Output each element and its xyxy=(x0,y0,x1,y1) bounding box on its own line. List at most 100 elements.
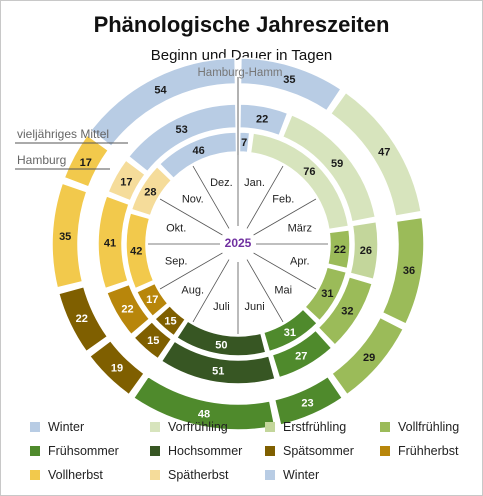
legend-label: Vorfrühling xyxy=(168,420,228,434)
month-label: Juni xyxy=(244,301,264,313)
rings: 35 47 36 29 23 48 19 22 35 17 54 7 76 22 31 31 50 15 17 42 2… xyxy=(51,57,425,431)
ring-segment xyxy=(133,320,173,360)
ring-segment xyxy=(239,103,289,137)
legend-item: Winter xyxy=(265,468,319,482)
segment-value-label: 17 xyxy=(146,294,158,306)
ring-callouts: Hamburg-Hamm vieljähriges Mittel Hamburg xyxy=(15,67,283,170)
ring-segment xyxy=(107,159,147,202)
legend-item: Vollherbst xyxy=(30,468,103,482)
ring-segment xyxy=(273,375,344,426)
month-divider xyxy=(246,259,284,323)
legend-label: Vollherbst xyxy=(48,468,103,482)
legend-item: Erstfrühling xyxy=(265,420,346,434)
legend-label: Spätherbst xyxy=(168,468,229,482)
segment-value-label: 22 xyxy=(76,313,88,325)
ring-segment xyxy=(105,283,151,336)
month-dividers xyxy=(148,154,328,334)
ring-segment xyxy=(262,308,319,353)
legend-label: Winter xyxy=(48,420,85,434)
month-divider xyxy=(253,198,317,236)
segment-value-label: 46 xyxy=(193,145,205,157)
segment-value-label: 27 xyxy=(295,350,307,362)
segment-value-label: 22 xyxy=(256,113,268,125)
ring-segment xyxy=(127,103,237,173)
segment-value-label: 17 xyxy=(80,157,92,169)
legend-label: Frühsommer xyxy=(48,444,119,458)
month-label: Nov. xyxy=(182,194,204,206)
segment-value-label: 32 xyxy=(341,306,353,318)
ring-segment xyxy=(238,131,251,154)
legend-swatch xyxy=(265,470,275,480)
segment-value-label: 50 xyxy=(215,340,227,352)
segment-value-label: 17 xyxy=(120,176,132,188)
month-label: Jan. xyxy=(244,177,265,189)
ring-segment xyxy=(329,91,423,218)
ring-segment xyxy=(381,216,425,326)
ring-segment xyxy=(130,165,173,217)
segment-value-label: 22 xyxy=(334,244,346,256)
month-label: Mai xyxy=(274,284,292,296)
segment-value-label: 76 xyxy=(303,166,315,178)
legend-item: Spätherbst xyxy=(150,468,228,482)
legend-item: Winter xyxy=(30,420,84,434)
legend-label: Winter xyxy=(283,468,320,482)
legend-swatch xyxy=(30,446,40,456)
ring-segment xyxy=(135,282,169,318)
segment-value-label: 35 xyxy=(59,231,71,243)
segment-value-label: 28 xyxy=(144,187,156,199)
segment-value-label: 31 xyxy=(284,327,296,339)
segment-value-label: 22 xyxy=(121,304,133,316)
ring-segment xyxy=(88,339,146,396)
ring-segment xyxy=(132,375,276,431)
outer-ring-label: vieljähriges Mittel xyxy=(17,127,109,141)
legend-label: Spätsommer xyxy=(283,444,354,458)
segment-value-label: 47 xyxy=(378,147,390,159)
legend-swatch xyxy=(150,470,160,480)
ring-segment xyxy=(326,229,351,270)
chart-subtitle: Beginn und Dauer in Tagen xyxy=(150,47,333,64)
legend-swatch xyxy=(265,422,275,432)
month-divider xyxy=(192,165,230,229)
ring-segment xyxy=(317,275,374,347)
month-label: Sep. xyxy=(165,256,188,268)
month-label: Okt. xyxy=(166,222,186,234)
legend: Winter Vorfrühling Erstfrühling Vollfrühlin… xyxy=(0,418,483,494)
ring-segment xyxy=(349,220,379,281)
month-divider xyxy=(159,198,223,236)
segment-value-label: 35 xyxy=(283,74,295,86)
segment-value-label: 41 xyxy=(104,237,116,249)
legend-item: Vorfrühling xyxy=(150,420,228,434)
legend-item: Frühherbst xyxy=(380,444,458,458)
ring-segment xyxy=(160,340,277,385)
ring-segment xyxy=(97,195,130,290)
ring-segment xyxy=(125,211,155,290)
ring-segment xyxy=(330,316,405,396)
month-label: Aug. xyxy=(181,284,204,296)
month-label: März xyxy=(288,222,312,234)
month-label: Juli xyxy=(213,301,230,313)
legend-item: Hochsommer xyxy=(150,444,242,458)
legend-item: Spätsommer xyxy=(265,444,354,458)
ring-segment xyxy=(51,182,88,289)
legend-label: Vollfrühling xyxy=(398,420,460,434)
segment-value-label: 19 xyxy=(111,363,123,375)
month-label: Feb. xyxy=(272,194,294,206)
segment-value-label: 15 xyxy=(147,335,159,347)
ring-segment xyxy=(158,131,238,180)
legend-swatch xyxy=(30,422,40,432)
segment-value-label: 23 xyxy=(301,397,313,409)
legend-swatch xyxy=(380,422,390,432)
month-label: Apr. xyxy=(290,256,310,268)
segment-value-label: 54 xyxy=(154,84,167,96)
inner-ring-label: Hamburg xyxy=(17,153,66,167)
legend-swatch xyxy=(150,422,160,432)
ring-segment xyxy=(271,329,333,379)
ring-segment xyxy=(249,132,350,231)
station-label: Hamburg-Hamm xyxy=(198,67,283,79)
month-divider xyxy=(159,252,223,290)
center-year: 2025 xyxy=(225,236,252,250)
ring-segment xyxy=(239,57,343,112)
ring-segment xyxy=(303,266,348,322)
segment-value-label: 36 xyxy=(403,265,415,277)
